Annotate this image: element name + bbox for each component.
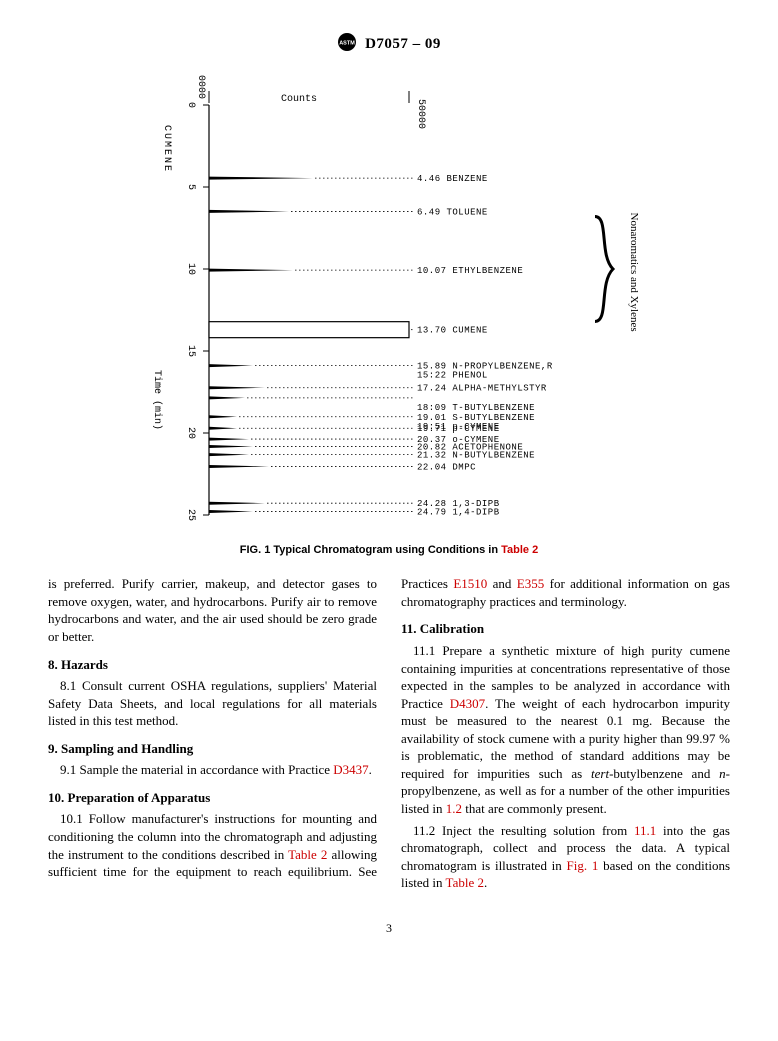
svg-text:5: 5 (185, 184, 196, 190)
svg-text:0: 0 (185, 102, 196, 108)
svg-text:10000: 10000 (195, 75, 206, 99)
svg-text:17.24 ALPHA-METHYLSTYR: 17.24 ALPHA-METHYLSTYR (417, 383, 547, 393)
page-number: 3 (48, 920, 730, 936)
svg-text:Time (min): Time (min) (151, 370, 163, 430)
svg-text:4.46 BENZENE: 4.46 BENZENE (417, 174, 488, 184)
svg-text:15:22 PHENOL: 15:22 PHENOL (417, 370, 488, 380)
astm-logo-icon: ASTM (337, 32, 357, 57)
s11-2-d: . (484, 875, 487, 890)
svg-text:18:09 T-BUTYLBENZENE: 18:09 T-BUTYLBENZENE (417, 402, 535, 412)
svg-text:13.70 CUMENE: 13.70 CUMENE (417, 325, 488, 335)
section-9-head: 9. Sampling and Handling (48, 740, 377, 758)
section-11-2: 11.2 Inject the resulting solution from … (401, 822, 730, 892)
s11-1-e: that are commonly present. (462, 801, 607, 816)
ref-e355: E355 (517, 576, 544, 591)
svg-text:25: 25 (185, 509, 196, 521)
svg-text:CUMENE: CUMENE (161, 125, 172, 173)
carryover-paragraph: is preferred. Purify carrier, makeup, an… (48, 575, 377, 645)
section-8-head: 8. Hazards (48, 656, 377, 674)
svg-text:22.04 DMPC: 22.04 DMPC (417, 462, 476, 472)
svg-text:50000: 50000 (415, 99, 426, 129)
figure-caption-text: FIG. 1 Typical Chromatogram using Condit… (240, 544, 501, 556)
svg-text:Counts: Counts (281, 94, 317, 105)
section-11-1: 11.1 Prepare a synthetic mixture of high… (401, 642, 730, 817)
svg-text:Nonaromatics and Xylenes: Nonaromatics and Xylenes (628, 212, 640, 331)
section-8-1: 8.1 Consult current OSHA regulations, su… (48, 677, 377, 730)
section-11-head: 11. Calibration (401, 620, 730, 638)
ref-d3437: D3437 (333, 762, 368, 777)
s9-1-a: 9.1 Sample the material in accordance wi… (60, 762, 333, 777)
svg-text:21.32 N-BUTYLBENZENE: 21.32 N-BUTYLBENZENE (417, 450, 535, 460)
ref-d4307: D4307 (450, 696, 485, 711)
svg-text:15: 15 (185, 345, 196, 357)
section-9-1: 9.1 Sample the material in accordance wi… (48, 761, 377, 779)
document-number: D7057 – 09 (365, 34, 441, 54)
section-10-head: 10. Preparation of Apparatus (48, 789, 377, 807)
s11-2-a: 11.2 Inject the resulting solution from (413, 823, 634, 838)
ref-11-1: 11.1 (634, 823, 656, 838)
chromatogram-figure: 10000 50000 Counts CUMENE Time (min) 0 5 10 15 20… (129, 75, 649, 535)
ref-fig1: Fig. 1 (567, 858, 599, 873)
ref-table2-a: Table 2 (288, 847, 327, 862)
ref-e1510: E1510 (453, 576, 487, 591)
italic-tert: tert (591, 766, 609, 781)
svg-text:24.79 1,4-DIPB: 24.79 1,4-DIPB (417, 507, 500, 517)
body-columns: is preferred. Purify carrier, makeup, an… (48, 575, 730, 891)
document-header: ASTM D7057 – 09 (48, 32, 730, 57)
svg-text:6.49 TOLUENE: 6.49 TOLUENE (417, 207, 488, 217)
figure-caption-ref: Table 2 (501, 544, 538, 556)
svg-text:10.07 ETHYLBENZENE: 10.07 ETHYLBENZENE (417, 266, 523, 276)
s11-1-c: -butylbenzene and (609, 766, 719, 781)
svg-text:10: 10 (185, 263, 196, 275)
ref-1-2: 1.2 (446, 801, 462, 816)
svg-text:20: 20 (185, 427, 196, 439)
s10-1-c: and (487, 576, 517, 591)
figure-caption: FIG. 1 Typical Chromatogram using Condit… (48, 543, 730, 558)
svg-text:19.71 p-CYMENE: 19.71 p-CYMENE (417, 424, 500, 434)
svg-text:ASTM: ASTM (339, 41, 355, 47)
s9-1-b: . (369, 762, 372, 777)
ref-table2-b: Table 2 (446, 875, 484, 890)
